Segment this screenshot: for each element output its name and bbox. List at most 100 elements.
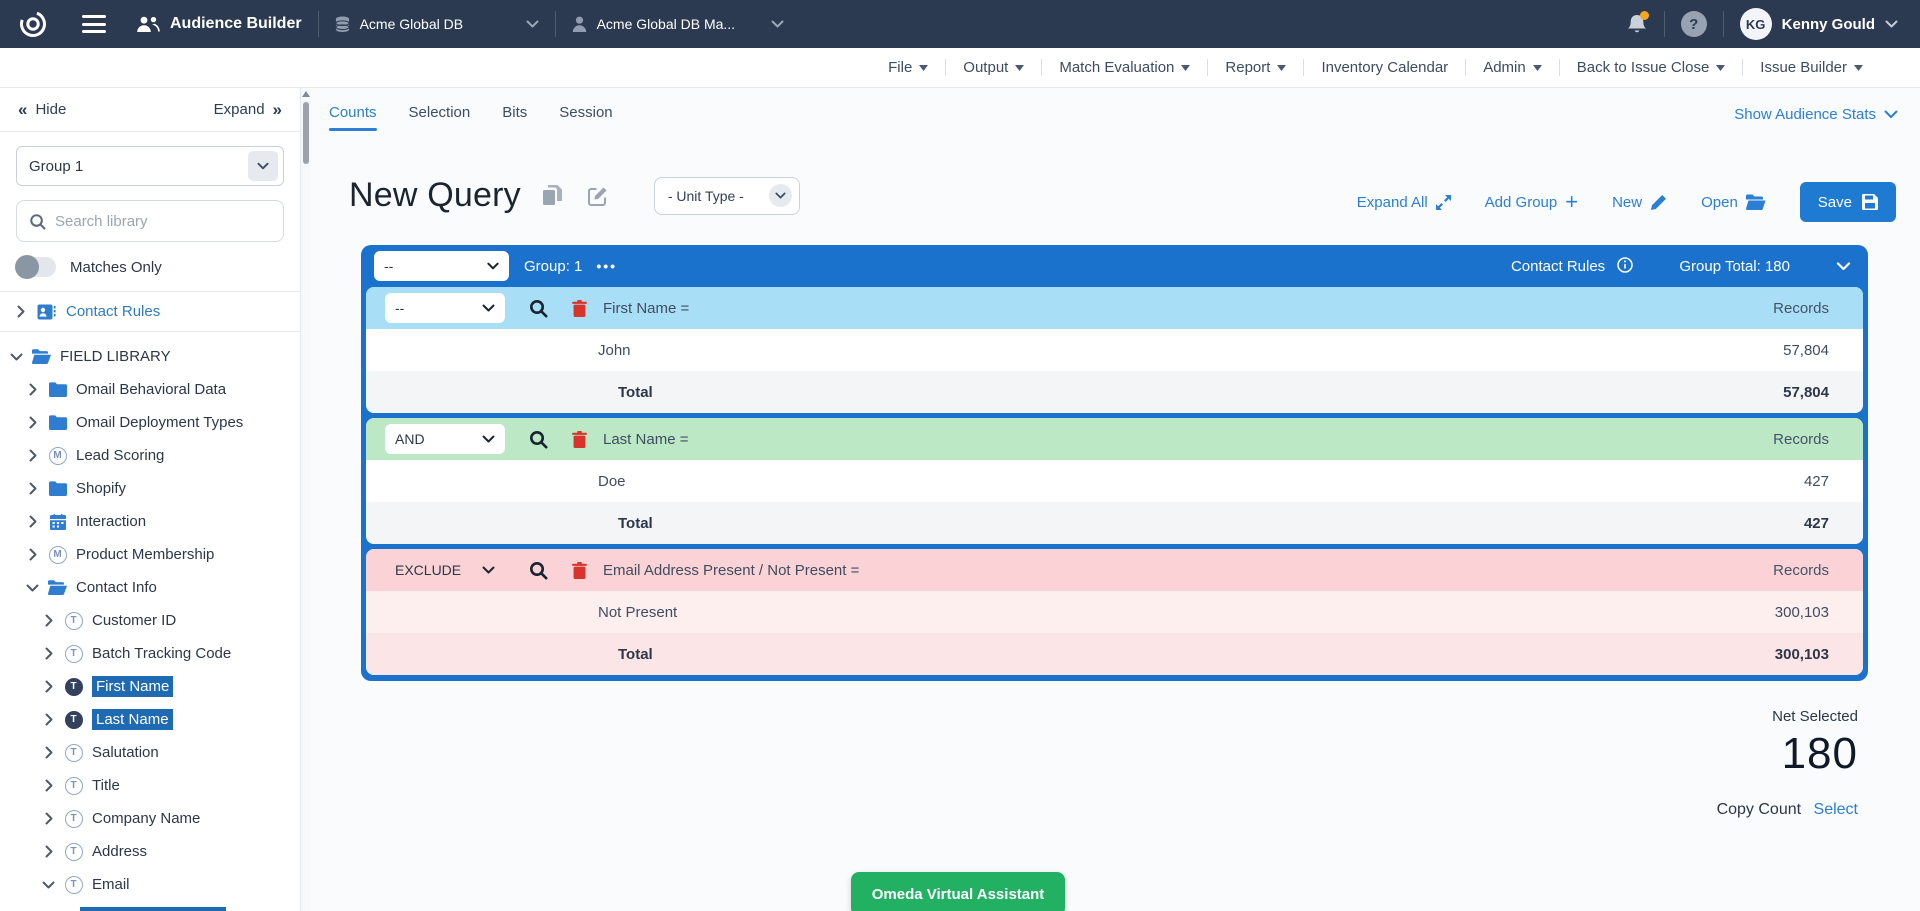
vertical-scrollbar[interactable] [301, 88, 311, 911]
scrollbar-thumb[interactable] [303, 102, 309, 164]
hamburger-menu-icon[interactable] [82, 15, 106, 33]
sidebar-item-contact-rules[interactable]: Contact Rules [0, 292, 300, 331]
chevron-down-icon[interactable] [42, 881, 55, 889]
tree-item-batch-tracking-code[interactable]: T Batch Tracking Code [6, 637, 294, 670]
delete-criteria-icon[interactable] [572, 430, 587, 448]
tree-item-first-name[interactable]: T First Name [6, 670, 294, 703]
chevron-right-icon[interactable] [42, 845, 55, 858]
tab-counts[interactable]: Counts [327, 98, 379, 131]
app-name-label: Audience Builder [170, 15, 302, 32]
new-query-button[interactable]: New [1612, 194, 1667, 211]
matches-only-toggle[interactable] [15, 255, 56, 279]
chevron-right-icon[interactable] [26, 416, 39, 429]
delete-criteria-icon[interactable] [572, 561, 587, 579]
tree-item-company-name[interactable]: T Company Name [6, 802, 294, 835]
help-icon[interactable]: ? [1680, 11, 1707, 37]
tree-item-interaction[interactable]: Interaction [6, 505, 294, 538]
delete-criteria-icon[interactable] [572, 299, 587, 317]
menu-item-admin[interactable]: Admin [1466, 59, 1559, 76]
notifications-bell-icon[interactable] [1626, 10, 1649, 36]
database-selector[interactable]: Acme Global DB [335, 16, 539, 33]
group-contact-rules-link[interactable]: Contact Rules [1511, 257, 1634, 275]
menu-item-output[interactable]: Output [946, 59, 1041, 76]
save-button[interactable]: Save [1799, 182, 1896, 222]
tree-item-product-membership[interactable]: M Product Membership [6, 538, 294, 571]
expand-all-label: Expand All [1356, 193, 1428, 211]
group-menu-dots[interactable]: ••• [596, 258, 618, 274]
menu-item-match-evaluation[interactable]: Match Evaluation [1042, 59, 1207, 76]
criteria-operator-select[interactable]: -- [385, 293, 505, 323]
virtual-assistant-button[interactable]: Omeda Virtual Assistant [851, 872, 1065, 911]
chevron-right-icon[interactable] [42, 812, 55, 825]
unit-type-select[interactable]: - Unit Type - [653, 176, 800, 215]
add-group-button[interactable]: Add Group + [1484, 191, 1578, 213]
menu-item-back-to-issue-close[interactable]: Back to Issue Close [1560, 59, 1743, 76]
menu-item-inventory-calendar[interactable]: Inventory Calendar [1304, 59, 1465, 76]
search-icon[interactable] [529, 561, 548, 580]
chevron-down-icon [526, 20, 539, 28]
tab-selection[interactable]: Selection [407, 98, 473, 131]
hide-sidebar-button[interactable]: « Hide [18, 100, 66, 120]
open-query-button[interactable]: Open [1701, 194, 1766, 211]
scroll-up-arrow[interactable] [302, 91, 310, 97]
chevron-down-icon[interactable] [1885, 20, 1898, 28]
chevron-right-icon[interactable] [42, 614, 55, 627]
collapse-group-chevron-icon[interactable] [1836, 261, 1851, 271]
search-icon[interactable] [529, 430, 548, 449]
expand-sidebar-button[interactable]: Expand » [214, 100, 282, 120]
tree-item-shopify[interactable]: Shopify [6, 472, 294, 505]
criteria-value-count: 300,103 [1774, 603, 1829, 621]
tree-item-last-name[interactable]: T Last Name [6, 703, 294, 736]
criteria-operator-select[interactable]: AND [385, 424, 505, 454]
chevron-right-icon[interactable] [42, 779, 55, 792]
criteria-value-row[interactable]: Doe 427 [366, 460, 1863, 502]
tab-bits[interactable]: Bits [500, 98, 529, 131]
chevron-right-icon[interactable] [26, 383, 39, 396]
tree-item-field-library[interactable]: FIELD LIBRARY [6, 340, 294, 373]
tree-item-email[interactable]: T Email [6, 868, 294, 901]
tab-session[interactable]: Session [557, 98, 614, 131]
profile-selector[interactable]: Acme Global DB Ma... [572, 16, 785, 32]
menu-item-issue-builder[interactable]: Issue Builder [1743, 59, 1880, 76]
group-total-label: Group Total: 180 [1679, 257, 1790, 275]
user-avatar[interactable]: KG [1739, 8, 1772, 40]
expand-all-button[interactable]: Expand All [1357, 194, 1451, 211]
menu-item-report[interactable]: Report [1208, 59, 1303, 76]
tree-item-contact-info[interactable]: Contact Info [6, 571, 294, 604]
tree-item-address[interactable]: T Address [6, 835, 294, 868]
copy-count-select-link[interactable]: Select [1813, 801, 1858, 818]
info-icon[interactable] [1617, 257, 1634, 273]
contact-card-icon [37, 304, 56, 320]
search-input[interactable] [55, 212, 271, 230]
chevron-right-icon[interactable] [26, 515, 39, 528]
tree-item-salutation[interactable]: T Salutation [6, 736, 294, 769]
tree-item-title[interactable]: T Title [6, 769, 294, 802]
chevron-right-icon [14, 305, 27, 318]
copy-query-icon[interactable] [542, 185, 562, 206]
tree-item-customer-id[interactable]: T Customer ID [6, 604, 294, 637]
group-operator-select[interactable]: -- [374, 251, 509, 281]
chevron-right-icon[interactable] [42, 713, 55, 726]
omeda-logo-icon[interactable] [18, 9, 48, 39]
search-icon[interactable] [529, 299, 548, 318]
chevron-down-icon[interactable] [26, 584, 39, 592]
chevron-right-icon[interactable] [26, 482, 39, 495]
chevron-right-icon[interactable] [26, 548, 39, 561]
chevron-right-icon[interactable] [42, 647, 55, 660]
folder-open-icon [1745, 194, 1766, 210]
edit-query-name-icon[interactable] [587, 186, 608, 206]
chevron-right-icon[interactable] [42, 746, 55, 759]
chevron-down-icon[interactable] [10, 353, 23, 361]
criteria-value-row[interactable]: Not Present 300,103 [366, 591, 1863, 633]
group-select[interactable]: Group 1 [16, 146, 284, 186]
tree-item-omail-deployment-types[interactable]: Omail Deployment Types [6, 406, 294, 439]
criteria-operator-select[interactable]: EXCLUDE [385, 555, 505, 585]
chevron-right-icon[interactable] [42, 680, 55, 693]
chevron-right-icon[interactable] [26, 449, 39, 462]
menu-item-file[interactable]: File [871, 59, 945, 76]
show-audience-stats-link[interactable]: Show Audience Stats [1734, 106, 1898, 123]
criteria-value-row[interactable]: John 57,804 [366, 329, 1863, 371]
add-group-label: Add Group [1484, 193, 1558, 211]
tree-item-omail-behavioral-data[interactable]: Omail Behavioral Data [6, 373, 294, 406]
tree-item-lead-scoring[interactable]: M Lead Scoring [6, 439, 294, 472]
